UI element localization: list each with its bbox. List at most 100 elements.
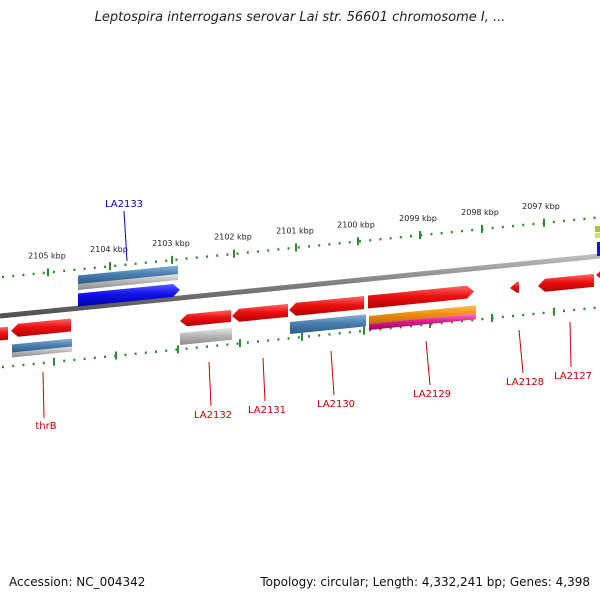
tick-dot: [389, 327, 392, 330]
major-tick: [429, 320, 431, 329]
topology-text: Topology: circular; Length: 4,332,241 bp…: [260, 575, 590, 589]
gene-feature: [290, 314, 366, 334]
tick-dot: [277, 338, 280, 341]
tick-dot: [63, 359, 66, 363]
tick-dot: [246, 341, 249, 344]
tick-dot: [522, 313, 525, 317]
gene-label-la2130: LA2130: [317, 399, 355, 410]
tick-dot: [410, 235, 412, 238]
gene-label-la2132: LA2132: [194, 410, 232, 421]
tick-dot: [42, 361, 45, 365]
tick-dot: [399, 236, 402, 239]
tick-dot: [389, 237, 392, 240]
major-tick: [295, 243, 297, 252]
tick-dot: [287, 247, 290, 250]
tick-dot: [583, 307, 586, 311]
tick-dot: [573, 308, 576, 312]
major-tick: [109, 262, 111, 271]
tick-dot: [287, 337, 290, 340]
tick-dot: [124, 263, 127, 266]
tick-dot: [318, 334, 321, 337]
gene-label-la2127: LA2127: [554, 371, 592, 382]
gene-feature-la2132: [180, 309, 231, 327]
tick-dot: [2, 275, 4, 279]
major-tick: [171, 255, 173, 264]
tick-dot: [328, 243, 331, 246]
backbone-line: [0, 253, 600, 319]
major-tick: [239, 339, 241, 348]
tick-dot: [420, 323, 423, 327]
tick-dot: [379, 328, 382, 331]
major-tick: [301, 332, 303, 341]
gene-label-la2128: LA2128: [506, 377, 544, 388]
tick-dot: [359, 240, 361, 243]
tick-dot: [481, 317, 484, 321]
tick-dot: [226, 343, 229, 346]
tick-dot: [328, 333, 331, 336]
gene-feature-la2128: [510, 281, 519, 293]
tick-dot: [257, 250, 259, 253]
tick-dot: [522, 223, 525, 227]
gene-feature-la2129-magenta: [369, 313, 476, 330]
tick-dot: [512, 314, 514, 318]
gene-label-thrb: thrB: [35, 421, 56, 432]
tick-dot: [114, 264, 117, 267]
major-tick: [481, 224, 483, 233]
major-tick: [543, 218, 545, 227]
gene-leader-line-la2129: [425, 340, 431, 386]
tick-dot: [430, 322, 433, 326]
tick-dot: [297, 336, 300, 339]
tick-dot: [369, 329, 372, 332]
gene-feature-la2129-orange: [369, 305, 476, 324]
gene-feature: [596, 268, 600, 281]
tick-dot: [297, 246, 300, 249]
tick-dot: [32, 272, 35, 276]
gene-label-la2133: LA2133: [105, 199, 143, 210]
tick-dot: [195, 256, 198, 259]
tick-dot: [563, 219, 565, 223]
gene-feature-la2127: [538, 273, 594, 292]
map-title: Leptospira interrogans serovar Lai str. …: [94, 10, 506, 25]
tick-dot: [338, 242, 341, 245]
tick-dot: [308, 245, 310, 248]
tick-dot: [399, 326, 402, 329]
tick-dot: [175, 258, 178, 261]
tick-dot: [257, 340, 259, 343]
tick-dot: [461, 229, 463, 233]
gene-feature-la2129-upper: [368, 285, 474, 309]
major-tick: [47, 268, 49, 277]
scale-label: 2099 kbp: [399, 214, 437, 223]
tick-dot: [144, 261, 147, 264]
tick-dot: [542, 311, 545, 315]
major-tick: [53, 357, 55, 366]
tick-dot: [461, 319, 463, 323]
tick-dot: [277, 248, 280, 251]
tick-dot: [246, 251, 249, 254]
tick-dot: [155, 260, 157, 263]
tick-dot: [104, 265, 106, 268]
tick-dot: [83, 357, 86, 361]
tick-dot: [185, 257, 188, 260]
tick-dot: [563, 309, 565, 313]
gene-feature: [595, 226, 600, 232]
gene-leader-line-la2130: [330, 350, 335, 396]
tick-dot: [236, 252, 239, 255]
tick-dot: [583, 217, 586, 221]
tick-dot: [63, 269, 66, 273]
tick-dot: [42, 271, 45, 275]
major-tick: [363, 326, 365, 335]
tick-dot: [2, 365, 4, 369]
tick-dot: [430, 232, 433, 236]
gene-feature: [78, 274, 178, 290]
tick-dot: [73, 358, 76, 362]
tick-dot: [93, 266, 96, 270]
gene-feature: [0, 326, 8, 341]
major-tick: [553, 307, 555, 316]
tick-dot: [134, 352, 137, 355]
tick-dot: [195, 346, 198, 349]
tick-dot: [144, 351, 147, 354]
tick-dot: [165, 349, 168, 352]
tick-dot: [206, 345, 208, 348]
gene-leader-line-la2131: [262, 357, 266, 402]
